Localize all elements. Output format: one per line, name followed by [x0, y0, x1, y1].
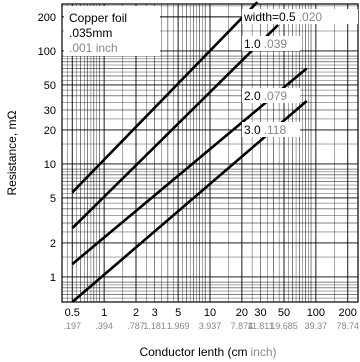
y-tick-label: 2 [50, 238, 56, 250]
series-label-bg [242, 122, 300, 137]
x-tick-label-cm: 5 [175, 307, 181, 319]
annotation-line-2: .035mm [69, 26, 112, 40]
x-tick-label-inch: 78.74 [336, 321, 359, 331]
series-label-inch: .079 [264, 89, 288, 103]
x-tick-label-cm: 200 [339, 307, 357, 319]
series-label-2: 1.0.039 [244, 37, 287, 51]
plot-frame [61, 3, 359, 303]
x-tick-label-inch: 39.37 [305, 321, 328, 331]
series-label-3: 2.0.079 [244, 89, 287, 103]
series-label-bg [242, 9, 358, 24]
y-tick-label: 100 [38, 46, 56, 58]
x-tick-label-inch: .394 [95, 321, 113, 331]
series-line-1 [71, 1, 259, 194]
x-tick-label-cm: 50 [278, 307, 290, 319]
series-label-inch: .118 [264, 123, 287, 137]
y-tick-label: 20 [44, 125, 56, 137]
series-label-1: width=0.5.020 [243, 10, 322, 24]
y-axis-title: Resistance, mΩ [5, 110, 19, 195]
series-line-2 [71, 23, 280, 230]
x-tick-label-inch: .787 [127, 321, 145, 331]
x-tick-label-inch: 7.874 [231, 321, 254, 331]
annotation-line-1: Copper foil [69, 11, 127, 25]
x-tick-label-cm: 10 [204, 307, 216, 319]
x-tick-label-cm: 3 [152, 307, 158, 319]
x-tick-label-cm: 20 [236, 307, 248, 319]
x-tick-label-inch: 19.685 [270, 321, 298, 331]
x-axis-title-inch: inch) [251, 345, 277, 359]
x-tick-label-inch: .197 [63, 321, 81, 331]
x-tick-label-cm: 2 [133, 307, 139, 319]
series-label-inch: .020 [299, 10, 323, 24]
annotation-box [64, 6, 160, 56]
x-tick-label-cm: 0.5 [65, 307, 80, 319]
series-label-cm: 1.0 [244, 37, 261, 51]
x-tick-label-inch: 3.937 [199, 321, 222, 331]
series-label-4: 3.0.118 [244, 123, 286, 137]
y-tick-label: 200 [38, 12, 56, 24]
x-tick-label-inch: 1.181 [143, 321, 166, 331]
series-label-inch: .039 [264, 37, 288, 51]
series-label-cm: width=0.5 [243, 10, 296, 24]
series-label-bg [242, 88, 300, 103]
x-tick-label-inch: 1.969 [167, 321, 190, 331]
x-axis-title-cm: Conductor lenth (cm [139, 345, 247, 359]
x-tick-label-cm: 1 [101, 307, 107, 319]
x-tick-label-inch: 11.811 [247, 321, 273, 331]
y-tick-label: 1 [50, 272, 56, 284]
x-tick-label-cm: 30 [254, 307, 266, 319]
series-labels: width=0.5.020 1.0.039 2.0.079 3.0.118 [242, 9, 358, 137]
y-tick-label: 5 [50, 193, 56, 205]
y-tick-label: 10 [44, 159, 56, 171]
x-axis-title: Conductor lenth (cm inch) [139, 345, 276, 359]
series-label-cm: 3.0 [244, 123, 261, 137]
y-tick-label: 30 [44, 105, 56, 117]
annotation-line-3: .001 inch [69, 41, 118, 55]
series-label-cm: 2.0 [244, 89, 261, 103]
y-tick-label: 50 [44, 80, 56, 92]
series-label-bg [242, 36, 300, 51]
axis-ticks: 1 2 5 10 20 30 50 100 200 0.5 .197 1 .394 2 .787 3 1.181… [38, 12, 359, 331]
x-tick-label-cm: 100 [307, 307, 325, 319]
